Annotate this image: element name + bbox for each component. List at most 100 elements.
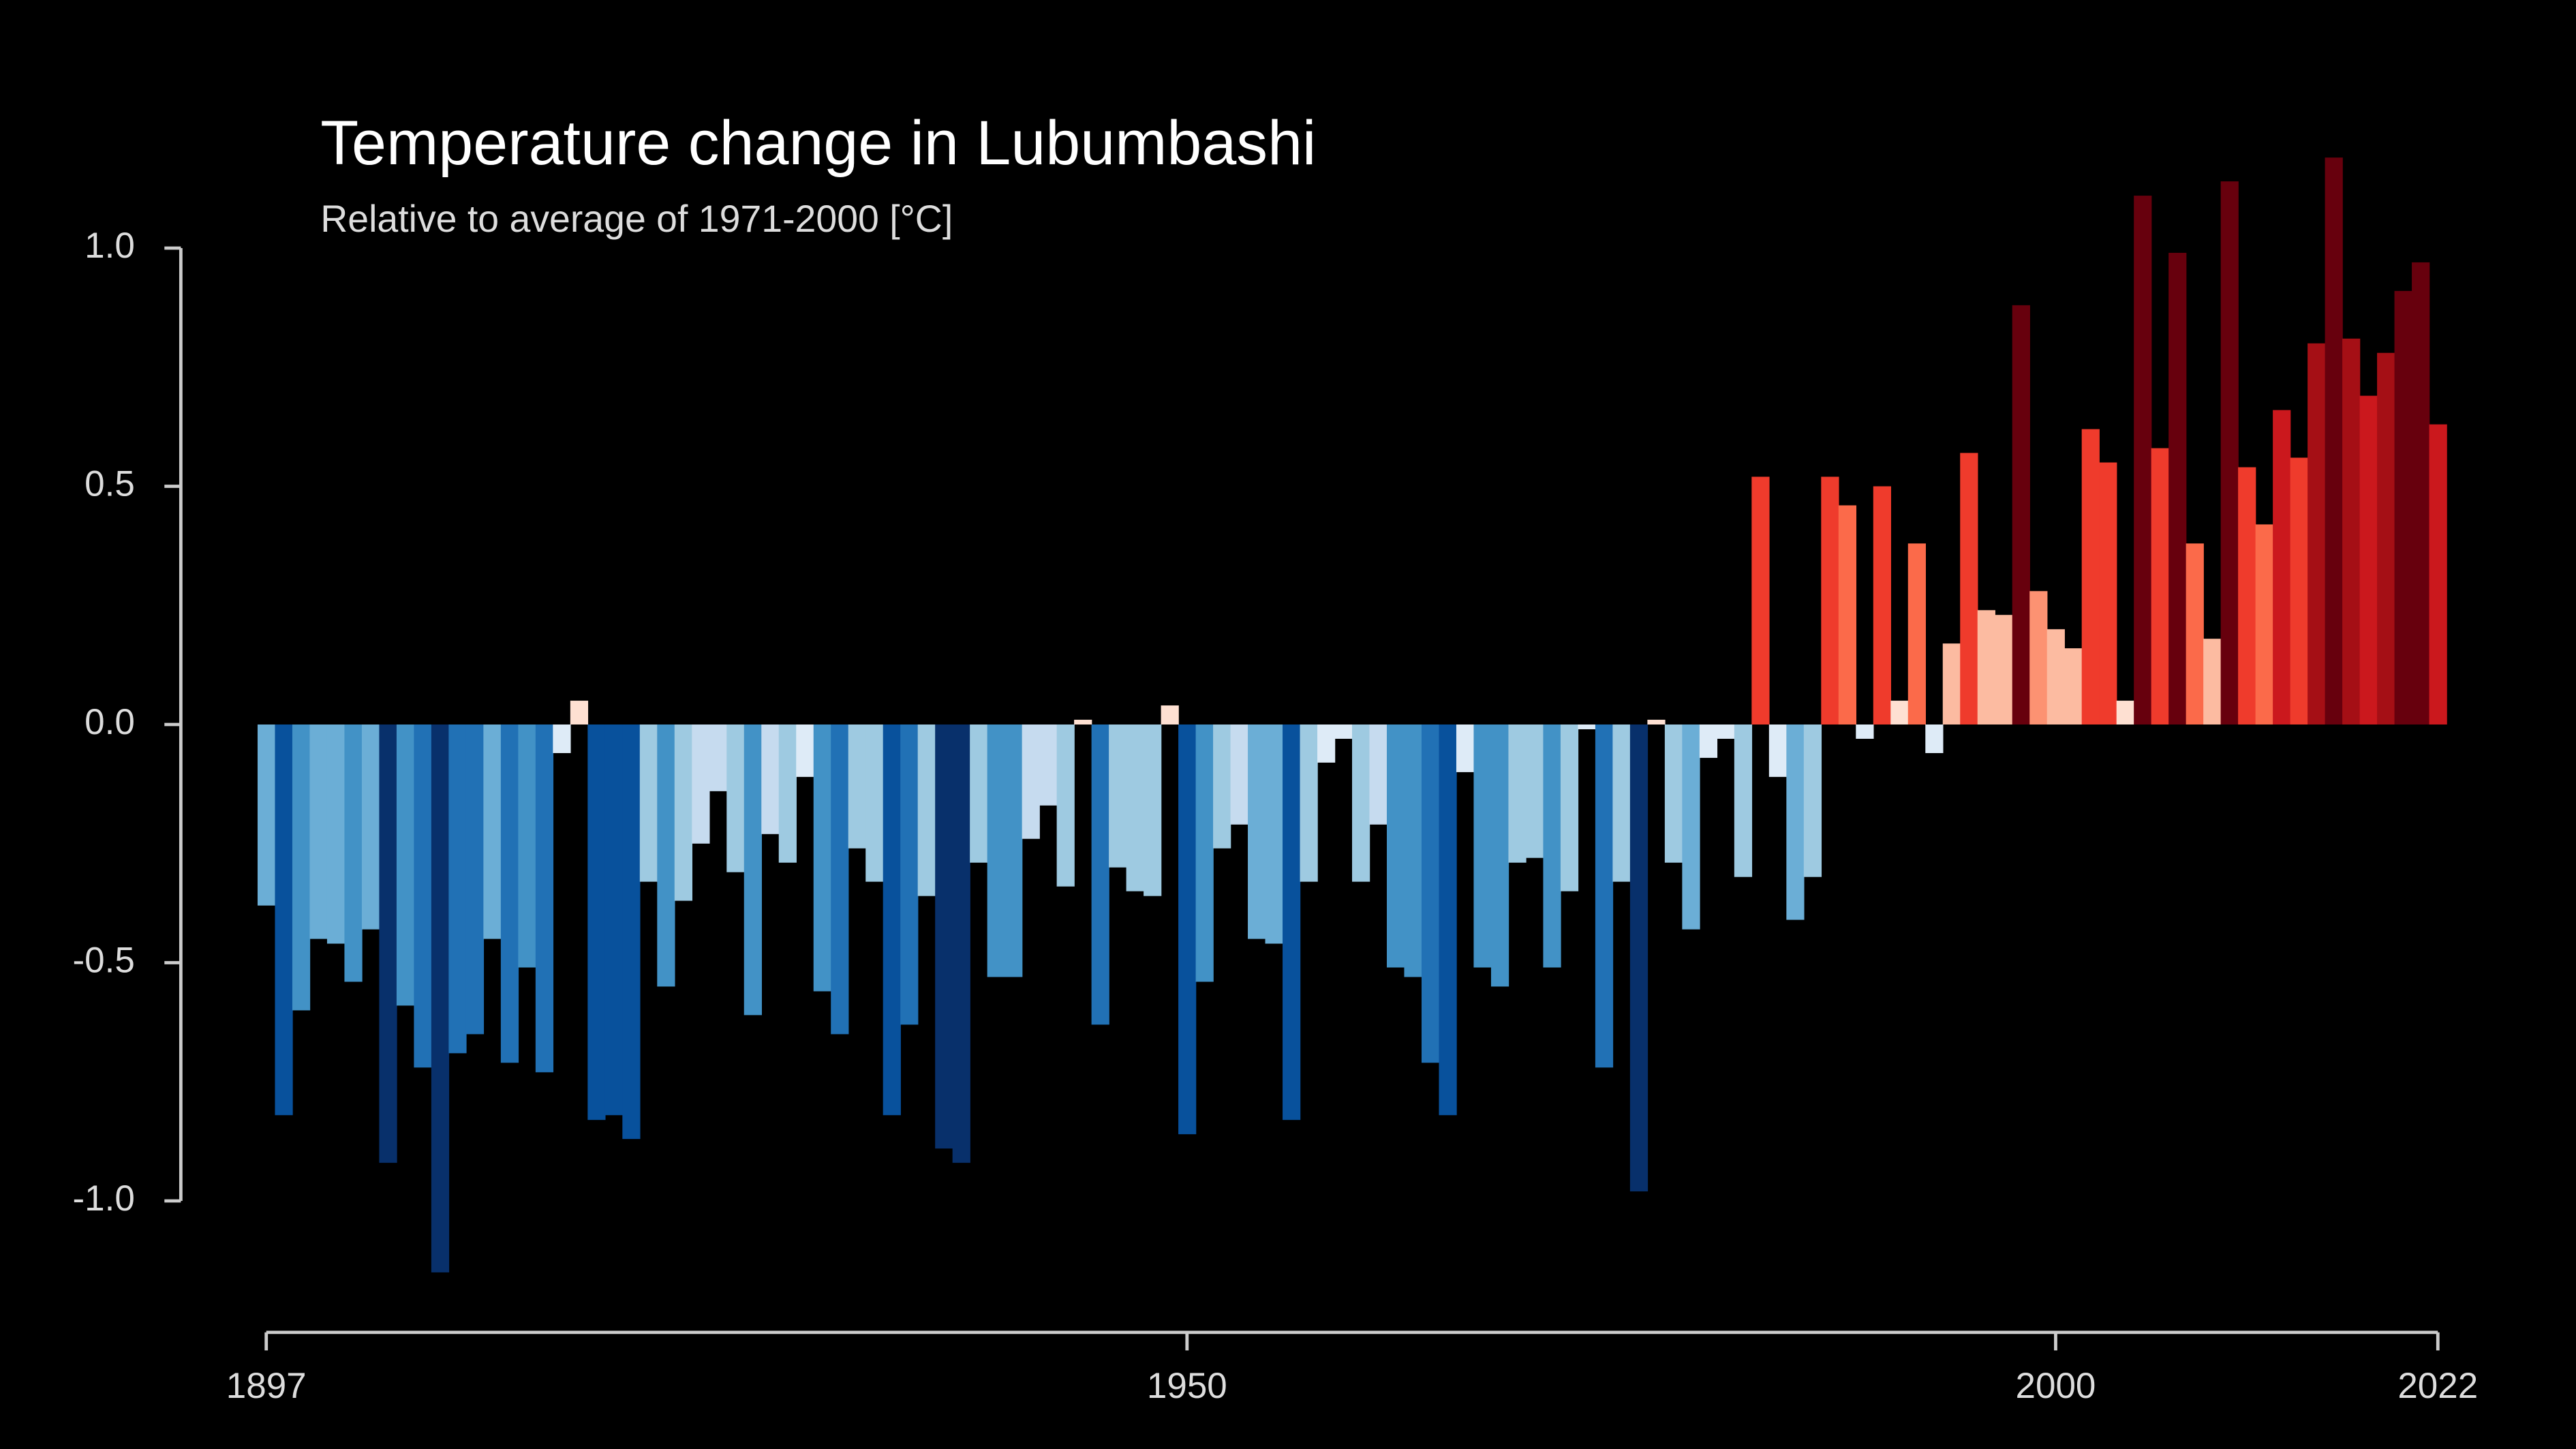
bar	[2412, 262, 2430, 724]
bar	[2377, 352, 2395, 724]
bar	[379, 724, 397, 1163]
bar	[1317, 724, 1336, 763]
bar	[2394, 290, 2412, 724]
bar	[1005, 724, 1023, 977]
bar	[2429, 424, 2447, 724]
bar	[465, 724, 485, 1035]
bar	[709, 724, 727, 791]
bar	[275, 724, 293, 1116]
bar	[970, 724, 988, 863]
bar	[2238, 467, 2256, 724]
bar	[1768, 724, 1788, 777]
bar	[500, 724, 519, 1063]
bar	[2099, 462, 2117, 724]
bar	[1195, 724, 1214, 982]
bar	[1543, 724, 1561, 968]
bar	[1960, 453, 1978, 724]
bar	[2186, 543, 2204, 724]
bar	[1091, 724, 1109, 1025]
bar	[1717, 724, 1735, 739]
bar	[1178, 724, 1197, 1135]
bar	[1109, 724, 1127, 868]
bar	[2342, 338, 2361, 725]
bar	[1074, 720, 1092, 724]
bar	[1386, 724, 1405, 968]
bar	[1803, 724, 1822, 877]
y-tick-label: -1.0	[73, 1178, 135, 1219]
bar	[1022, 724, 1040, 839]
bar	[2307, 343, 2326, 725]
bar	[1595, 724, 1614, 1068]
bar	[987, 724, 1005, 977]
bar	[900, 724, 919, 1025]
bar	[1126, 724, 1144, 891]
bar	[2116, 701, 2134, 724]
bar	[344, 724, 363, 982]
bar	[1821, 476, 1839, 724]
bar	[1490, 724, 1509, 987]
bar	[761, 724, 780, 834]
bar	[587, 724, 606, 1120]
bar	[309, 724, 328, 939]
y-tick-label: 1.0	[85, 226, 135, 266]
bar	[1612, 724, 1631, 882]
bar	[518, 724, 536, 968]
bar	[1786, 724, 1805, 920]
bar	[1265, 724, 1283, 944]
bar	[831, 724, 849, 1035]
bar	[1508, 724, 1527, 863]
y-tick-label: 0.0	[85, 702, 135, 742]
bar	[1039, 724, 1058, 806]
bar	[2012, 305, 2030, 725]
bar	[1161, 705, 1179, 724]
chart-title: Temperature change in Lubumbashi	[320, 108, 1316, 178]
y-tick-label: -0.5	[73, 941, 135, 981]
bar	[535, 724, 554, 1073]
bar	[1144, 724, 1162, 896]
bar	[1873, 486, 1892, 724]
bar	[448, 724, 467, 1054]
bar	[1995, 615, 2013, 724]
bar	[2064, 648, 2083, 724]
bar	[1664, 724, 1683, 863]
bar	[326, 724, 346, 944]
bar	[848, 724, 866, 849]
bar	[1230, 724, 1248, 825]
bar	[396, 724, 415, 1006]
bar	[2151, 448, 2169, 724]
bar	[604, 724, 624, 1116]
bar	[1404, 724, 1422, 977]
bar	[935, 724, 953, 1149]
x-tick-label: 2022	[2397, 1366, 2478, 1406]
bar	[483, 724, 502, 939]
bar	[952, 724, 970, 1163]
bar	[1838, 505, 1857, 724]
bar	[743, 724, 762, 1016]
bar	[622, 724, 641, 1140]
bar	[1578, 724, 1596, 729]
x-tick-label: 1897	[226, 1366, 307, 1406]
bar	[639, 724, 658, 882]
bar	[674, 724, 693, 901]
bar	[1907, 543, 1926, 724]
chart-subtitle: Relative to average of 1971-2000 [°C]	[320, 198, 953, 240]
bar	[257, 724, 276, 906]
bar	[1699, 724, 1718, 758]
bar	[2081, 429, 2100, 724]
bar	[1369, 724, 1387, 825]
bar	[1977, 610, 1995, 724]
bar	[2273, 410, 2291, 724]
bar	[883, 724, 901, 1116]
bar	[1300, 724, 1318, 882]
bar	[692, 724, 710, 844]
bar	[2029, 591, 2048, 724]
bar	[2220, 181, 2239, 724]
bar	[2255, 524, 2273, 724]
bar	[1734, 724, 1753, 877]
bar	[431, 724, 450, 1272]
bar	[1525, 724, 1544, 858]
bar	[1421, 724, 1440, 1063]
bar	[1925, 724, 1944, 753]
